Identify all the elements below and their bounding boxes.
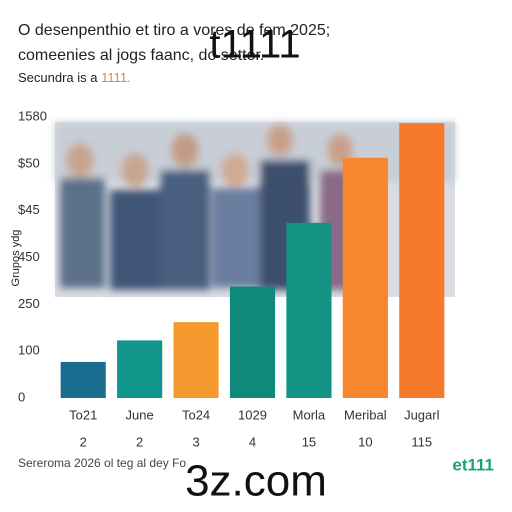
y-tick-label: 1580 [18,108,47,123]
y-tick-label: 450 [18,249,40,264]
y-tick-label: $45 [18,202,40,217]
x-tick-label: Morla [293,407,326,422]
bar [60,361,106,398]
background-photo [55,122,455,297]
subtitle-text: Secundra is a [18,70,98,85]
footer: Sereroma 2026 ol teg al dey Fo [18,456,186,470]
x-tick-label: June [126,407,154,422]
chart-title: O desenpenthio et tiro a vores de fem 20… [18,22,330,39]
bar [229,286,276,398]
x-sub-label: 10 [358,434,372,449]
chart-title-line: comeenies al jogs faanc, do settor. [18,47,264,64]
footer-watermark: 3z.com [185,457,327,506]
x-tick-label: Jugarl [404,407,440,422]
x-sub-label: 4 [249,434,256,449]
x-sub-label: 2 [136,434,143,449]
subtitle-highlight: 1111. [101,70,131,85]
bar [399,123,445,399]
y-tick-label: $50 [18,155,40,170]
bar [342,157,388,398]
logo: et111 [452,455,494,474]
bar [117,340,163,398]
watermark: t1111 [209,23,300,67]
x-sub-label: 2 [80,434,87,449]
y-tick-label: 250 [18,296,40,311]
x-tick-label: Meribal [344,407,387,422]
x-sub-label: 15 [302,434,316,449]
x-tick-label: To24 [182,407,210,422]
bar [173,322,219,398]
x-sub-label: 115 [411,434,432,449]
y-tick-label: 0 [18,389,25,404]
y-tick-label: 100 [18,343,40,358]
subtitle: Secundra is a 1111. [18,70,131,85]
bar [286,222,332,398]
x-tick-label: 1029 [238,407,267,422]
x-tick-label: To21 [69,407,97,422]
x-sub-label: 3 [192,434,199,449]
y-axis-label: Grupos ydg [10,230,22,287]
